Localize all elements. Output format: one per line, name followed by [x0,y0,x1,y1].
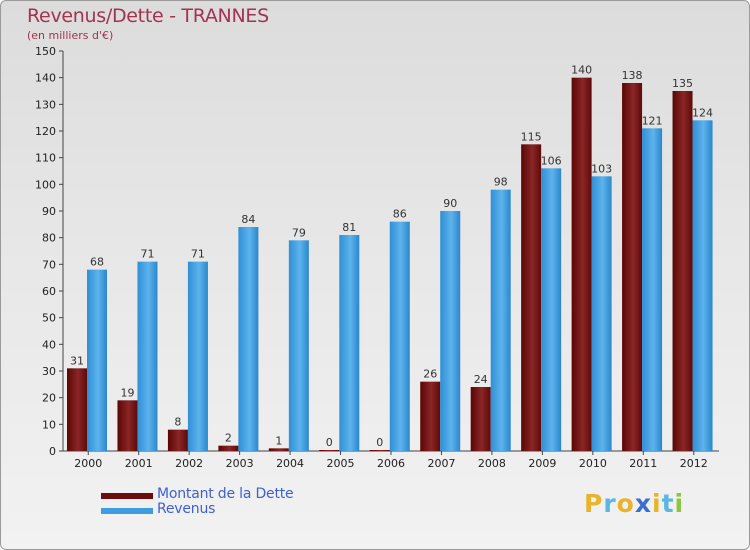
value-label: 140 [571,64,592,77]
logo-letter: t [661,489,675,518]
bar-revenus [490,189,511,451]
x-tick-label: 2011 [629,457,657,470]
chart-subtitle: (en milliers d'€) [27,29,114,42]
bar-dette [117,400,138,451]
bar-revenus [288,240,309,451]
y-tick-label: 10 [42,418,56,431]
y-tick-label: 150 [35,45,56,58]
bar-dette [167,429,188,451]
value-label: 84 [241,213,255,226]
bar-dette [672,91,693,451]
value-labels: 31 68 19 71 8 71 2 84 1 79 0 81 0 86 26 90 24 98 115 106 140… [70,64,713,449]
bar-revenus [591,176,612,452]
bar-dette [622,83,643,451]
value-label: 79 [292,226,306,239]
y-tick-label: 70 [42,258,56,271]
bar-dette [67,368,87,451]
x-tick-label: 2010 [579,457,607,470]
bars [67,77,713,452]
x-tick-label: 2012 [680,457,708,470]
value-label: 124 [692,106,713,119]
value-label: 19 [120,386,134,399]
x-tick-label: 2000 [74,457,102,470]
bar-revenus [137,261,158,451]
bar-revenus [389,221,410,451]
bar-revenus [642,128,663,451]
value-label: 31 [70,354,84,367]
bar-revenus [87,269,107,451]
logo-letter: r [603,489,617,518]
bar-revenus [692,120,713,451]
value-label: 0 [326,436,333,449]
value-label: 2 [225,432,232,445]
value-label: 68 [90,256,104,269]
y-tick-label: 120 [35,125,56,138]
value-label: 86 [393,208,407,221]
bar-dette [268,448,289,451]
y-tick-label: 100 [35,178,56,191]
bar-revenus [238,227,259,451]
x-tick-label: 2005 [327,457,355,470]
bar-dette [319,450,340,451]
bar-dette [521,144,542,452]
y-tick-label: 20 [42,392,56,405]
value-label: 1 [275,434,282,447]
bar-revenus [440,211,461,451]
bar-dette [470,387,491,451]
value-label: 26 [423,368,437,381]
y-tick-label: 30 [42,365,56,378]
value-label: 81 [342,221,356,234]
proxiti-logo: Proxiti [584,489,684,518]
legend-swatch-revenus [101,508,153,514]
value-label: 135 [672,77,693,90]
logo-letter: o [616,489,635,518]
value-label: 24 [474,373,488,386]
y-tick-label: 80 [42,232,56,245]
value-label: 103 [591,162,612,175]
y-tick-label: 90 [42,205,56,218]
y-tick-label: 110 [35,152,56,165]
bar-revenus [187,261,208,451]
logo-letter: x [634,489,652,518]
y-tick-label: 40 [42,338,56,351]
bar-dette [571,77,592,452]
bar-dette [218,445,239,451]
x-tick-label: 2008 [478,457,506,470]
y-tick-label: 140 [35,72,56,85]
logo-letter: i [674,489,685,518]
value-label: 71 [140,248,154,261]
y-tick-label: 50 [42,312,56,325]
value-label: 106 [541,154,562,167]
y-tick-label: 60 [42,285,56,298]
bar-revenus [339,235,360,451]
logo-letter: P [584,489,604,518]
x-tick-label: 2004 [276,457,304,470]
value-label: 115 [521,130,542,143]
value-label: 8 [174,416,181,429]
x-tick-label: 2007 [427,457,455,470]
legend-swatch-dette [101,493,153,499]
value-label: 98 [494,176,508,189]
y-tick-label: 0 [49,445,56,458]
logo-letter: i [652,489,662,518]
x-tick-label: 2001 [125,457,153,470]
chart-title: Revenus/Dette - TRANNES [27,5,269,27]
value-label: 121 [642,114,663,127]
value-label: 0 [376,436,383,449]
value-label: 71 [191,248,205,261]
bar-dette [420,381,441,451]
x-tick-label: 2009 [528,457,556,470]
bar-dette [369,450,390,451]
x-tick-label: 2006 [377,457,405,470]
legend-label-dette: Montant de la Dette [157,486,294,502]
value-label: 90 [443,197,457,210]
value-label: 138 [622,69,643,82]
x-tick-label: 2003 [226,457,254,470]
legend-label-revenus: Revenus [157,501,216,517]
bar-revenus [541,168,562,452]
y-tick-label: 130 [35,98,56,111]
x-tick-label: 2002 [175,457,203,470]
